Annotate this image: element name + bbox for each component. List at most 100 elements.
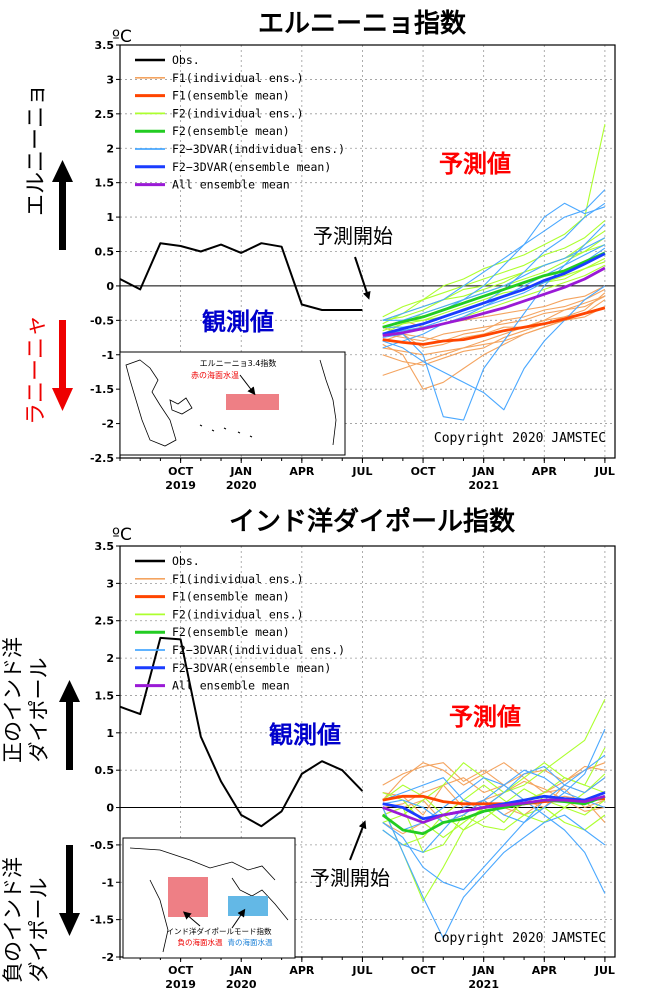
- inset-subtitle-cool: 青の海面水温: [228, 937, 273, 947]
- copyright: Copyright 2020 JAMSTEC: [434, 931, 606, 946]
- legend-entry: F2−3DVAR(individual ens.): [172, 643, 345, 657]
- unit-label: ºC: [112, 27, 132, 47]
- x-year-label: 2019: [165, 978, 196, 991]
- x-tick-label: APR: [532, 964, 558, 977]
- f2_3dvar_ind-member-line: [382, 244, 606, 335]
- legend-entry: F2(ensemble mean): [172, 625, 290, 639]
- x-tick-label: JAN: [472, 465, 495, 478]
- f2_ind-member-line: [382, 698, 606, 824]
- legend-entry: F1(individual ens.): [172, 71, 304, 85]
- y-tick-label: 0: [106, 280, 114, 293]
- inset-title: エルニーニョ3.4指数: [200, 358, 277, 368]
- obs-line: [119, 242, 363, 311]
- legend-entry: F2(individual ens.): [172, 106, 304, 120]
- legend-entry: F2(ensemble mean): [172, 124, 290, 138]
- f2_3dvar_ind-member-line: [382, 237, 606, 321]
- legend: Obs. F1(individual ens.) F1(ensemble mean)…: [135, 53, 345, 192]
- f1_ind-member-line: [382, 292, 606, 376]
- obs-line: [119, 636, 364, 828]
- f2_3dvar_ind-member-line: [382, 189, 606, 321]
- f2_3dvar_ind-member-line: [382, 777, 606, 894]
- unit-label: ºC: [112, 525, 132, 545]
- plot-frame: [119, 545, 616, 958]
- y-tick-label: -0.5: [90, 314, 114, 327]
- y-tick-label: -2.5: [90, 452, 114, 465]
- x-tick-label: JAN: [472, 964, 495, 977]
- f2_3dvar_ind-member-line: [382, 223, 606, 421]
- f2_3dvar_ind-member-line: [382, 765, 606, 809]
- y-tick-label: 1: [106, 727, 114, 740]
- positive-iod-label-2: ダイポール: [27, 658, 51, 763]
- y-tick-label: -1.5: [90, 914, 114, 927]
- x-tick-label: JUL: [351, 465, 372, 478]
- down-arrow: [59, 845, 80, 936]
- nino34-inset-map: エルニーニョ3.4指数 赤の海面水温: [119, 351, 346, 456]
- y-tick-label: 2.5: [95, 615, 115, 628]
- up-arrow: [59, 680, 80, 770]
- east-cool-box: [228, 896, 268, 916]
- all_mean-line: [382, 266, 606, 337]
- legend-entry: F2−3DVAR(ensemble mean): [172, 160, 331, 174]
- observation-label: 観測値: [269, 721, 341, 749]
- f2_ind-member-line: [382, 784, 606, 831]
- inset-title: インド洋ダイポールモード指数: [167, 926, 272, 936]
- legend-entry: All ensemble mean: [172, 679, 290, 693]
- x-year-label: 2021: [468, 978, 499, 991]
- y-tick-label: -2: [102, 951, 114, 964]
- legend-entry: Obs.: [172, 53, 200, 67]
- y-tick-label: 0.5: [95, 246, 115, 259]
- y-tick-label: 1: [106, 211, 114, 224]
- f2_3dvar_ind-member-line: [382, 754, 606, 891]
- forecast-label: 予測値: [439, 150, 511, 178]
- series-group: [119, 124, 606, 421]
- x-tick-label: OCT: [168, 964, 193, 977]
- el-nino-side-label: エルニーニョ: [24, 84, 49, 216]
- la-nina-side-label: ラニーニャ: [24, 315, 49, 425]
- f1_ind-member-line: [382, 306, 606, 390]
- x-tick-label: JUL: [594, 465, 615, 478]
- x-tick-label: JUL: [351, 964, 372, 977]
- legend-entry: F1(individual ens.): [172, 572, 304, 586]
- f2_mean-line: [381, 794, 606, 836]
- f2_mean-line: [382, 251, 606, 329]
- y-tick-label: 3: [106, 577, 114, 590]
- forecast-start-arrow: [354, 256, 371, 300]
- f2_3dvar_mean-line: [382, 252, 606, 336]
- plot-area: 3.5 3 2.5 2 1.5 1 0.5 0 -0.5 -1 -1.5 -2 OCT JAN APR JUL…: [90, 540, 616, 991]
- x-year-label: 2019: [165, 479, 196, 492]
- y-tick-label: 1.5: [95, 177, 115, 190]
- chart-title: インド洋ダイポール指数: [229, 506, 516, 537]
- y-tick-label: 3.5: [95, 39, 115, 52]
- copyright: Copyright 2020 JAMSTEC: [434, 431, 606, 446]
- legend-entry: F1(ensemble mean): [172, 89, 290, 103]
- f2_3dvar_ind-member-line: [382, 807, 606, 939]
- down-arrow: [52, 320, 73, 411]
- y-tick-label: 3.5: [95, 540, 115, 553]
- f2_ind-member-line: [382, 747, 606, 902]
- iod-inset-map: インド洋ダイポールモード指数 負の海面水温 青の海面水温: [122, 837, 296, 959]
- f2_3dvar_ind-member-line: [382, 728, 606, 824]
- y-tick-label: 2.5: [95, 108, 115, 121]
- legend-entry: F1(ensemble mean): [172, 590, 290, 604]
- legend-entry: All ensemble mean: [172, 178, 290, 192]
- inset-subtitle-warm: 負の海面水温: [178, 937, 223, 947]
- legend-entry: F2−3DVAR(ensemble mean): [172, 661, 331, 675]
- series-group: [119, 636, 606, 939]
- observation-label: 観測値: [202, 308, 274, 336]
- x-tick-label: APR: [289, 964, 315, 977]
- y-tick-label: 0.5: [95, 764, 115, 777]
- f2_ind-member-line: [382, 806, 606, 853]
- x-year-label: 2021: [468, 479, 499, 492]
- x-year-label: 2020: [226, 479, 257, 492]
- positive-iod-label-1: 正のインド洋: [1, 637, 25, 763]
- y-tick-label: -2: [102, 418, 114, 431]
- f1_ind-member-line: [382, 285, 606, 328]
- negative-iod-label-1: 負のインド洋: [1, 857, 25, 983]
- west-warm-box: [168, 877, 208, 917]
- f1_ind-member-line: [382, 288, 606, 342]
- all_mean-line: [382, 794, 606, 824]
- x-tick-label: JUL: [594, 964, 615, 977]
- legend-entry: Obs.: [172, 554, 200, 568]
- x-tick-label: JAN: [229, 465, 252, 478]
